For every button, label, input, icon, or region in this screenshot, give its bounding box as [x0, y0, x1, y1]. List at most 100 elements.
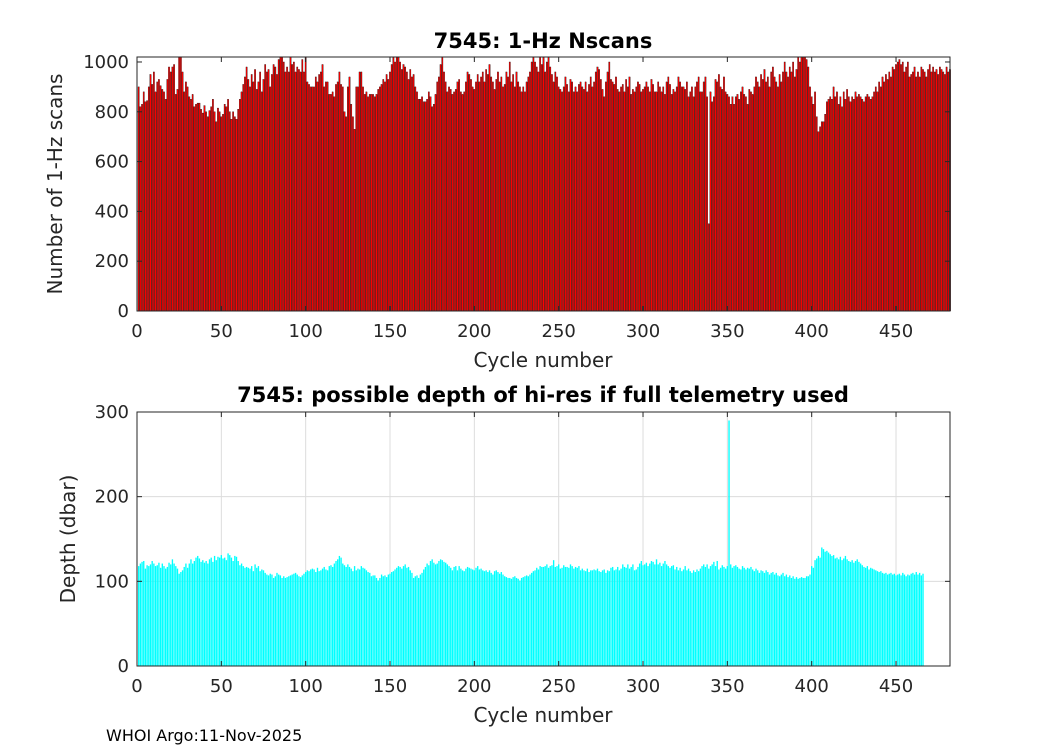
nscans-bar — [640, 91, 643, 312]
nscans-bar — [832, 86, 835, 312]
depth-bar — [146, 565, 148, 666]
nscans-bar — [861, 99, 864, 312]
nscans-bar — [244, 76, 246, 312]
depth-x-tick-label: 100 — [288, 676, 322, 697]
nscans-x-label: Cycle number — [473, 348, 613, 372]
depth-bar — [581, 568, 583, 666]
nscans-bar — [664, 94, 666, 312]
depth-bar — [787, 577, 789, 666]
nscans-bar — [925, 76, 928, 312]
nscans-bar — [738, 99, 740, 312]
nscans-bar — [207, 116, 209, 312]
nscans-bar — [702, 81, 705, 312]
depth-x-tick-label: 300 — [626, 676, 660, 697]
nscans-bar — [842, 91, 845, 312]
depth-bar — [364, 568, 366, 666]
depth-bar — [593, 569, 595, 666]
depth-bar — [235, 556, 238, 666]
depth-bar — [362, 567, 364, 666]
nscans-x-tick-label: 250 — [542, 321, 576, 342]
nscans-bar — [569, 79, 572, 312]
nscans-bar — [868, 96, 870, 312]
nscans-bar — [620, 86, 622, 312]
nscans-bar — [353, 129, 356, 312]
depth-bar — [450, 567, 452, 666]
nscans-bar — [174, 94, 177, 312]
depth-bar — [158, 562, 160, 666]
depth-bar — [200, 561, 202, 666]
nscans-bar — [856, 96, 859, 312]
nscans-bar — [871, 96, 874, 312]
nscans-bar — [814, 91, 816, 312]
depth-bar — [257, 566, 260, 666]
nscans-bar — [778, 74, 781, 312]
nscans-bar — [309, 86, 312, 312]
depth-x-label: Cycle number — [473, 703, 613, 727]
nscans-bar — [301, 59, 304, 312]
nscans-bar — [441, 56, 444, 312]
nscans-bar — [753, 86, 756, 312]
nscans-bar — [250, 74, 253, 312]
depth-bar — [520, 577, 523, 666]
nscans-bar — [235, 119, 238, 312]
depth-bar — [399, 566, 401, 666]
nscans-bar — [427, 91, 430, 312]
depth-bar — [578, 566, 580, 666]
depth-bar — [908, 575, 911, 666]
nscans-bar — [419, 99, 422, 312]
depth-bar — [482, 570, 484, 666]
depth-bar — [505, 577, 508, 666]
nscans-x-tick-label: 350 — [710, 321, 744, 342]
depth-bar — [662, 563, 664, 666]
nscans-bar — [642, 89, 644, 312]
depth-bar — [325, 569, 327, 666]
depth-bar — [315, 572, 317, 666]
nscans-bar — [201, 112, 204, 312]
nscans-bar — [470, 79, 472, 312]
depth-bar — [276, 572, 278, 666]
nscans-bar — [294, 71, 297, 312]
depth-bar — [606, 570, 609, 666]
nscans-bar — [922, 69, 924, 312]
nscans-bar — [161, 89, 164, 312]
nscans-bar — [859, 96, 862, 312]
depth-bar — [554, 566, 556, 666]
depth-bar — [676, 566, 678, 666]
depth-bar — [819, 557, 821, 666]
depth-bar — [859, 563, 862, 666]
nscans-bar — [308, 84, 310, 312]
depth-bar — [301, 575, 303, 666]
nscans-bar — [515, 71, 518, 312]
nscans-bar — [343, 111, 346, 312]
nscans-bar — [519, 86, 521, 312]
depth-bar — [792, 576, 794, 666]
depth-bar — [605, 572, 607, 666]
nscans-bar — [721, 89, 724, 312]
depth-bar — [401, 568, 403, 666]
nscans-bar — [885, 74, 887, 312]
depth-bar — [772, 572, 774, 666]
depth-bar — [844, 555, 847, 666]
depth-plot-frame — [136, 411, 951, 667]
nscans-bar — [596, 66, 599, 312]
depth-bar — [247, 567, 249, 666]
depth-y-label: Depth (dbar) — [56, 475, 80, 604]
depth-bar — [328, 566, 330, 666]
nscans-bar — [927, 69, 929, 312]
nscans-x-tick-label: 0 — [131, 321, 142, 342]
nscans-bar — [854, 91, 857, 312]
depth-bar — [773, 574, 776, 666]
nscans-bar — [318, 74, 320, 312]
depth-bar — [288, 576, 290, 666]
depth-bar — [500, 572, 503, 666]
depth-bar — [372, 575, 374, 666]
depth-bar — [370, 576, 373, 666]
depth-bar — [465, 568, 467, 666]
nscans-bar — [655, 91, 658, 312]
nscans-bar — [232, 111, 234, 312]
depth-bar — [633, 570, 636, 666]
nscans-bar — [389, 71, 391, 312]
nscans-bar — [637, 81, 639, 312]
nscans-bar — [458, 79, 460, 312]
nscans-bar — [785, 71, 788, 312]
